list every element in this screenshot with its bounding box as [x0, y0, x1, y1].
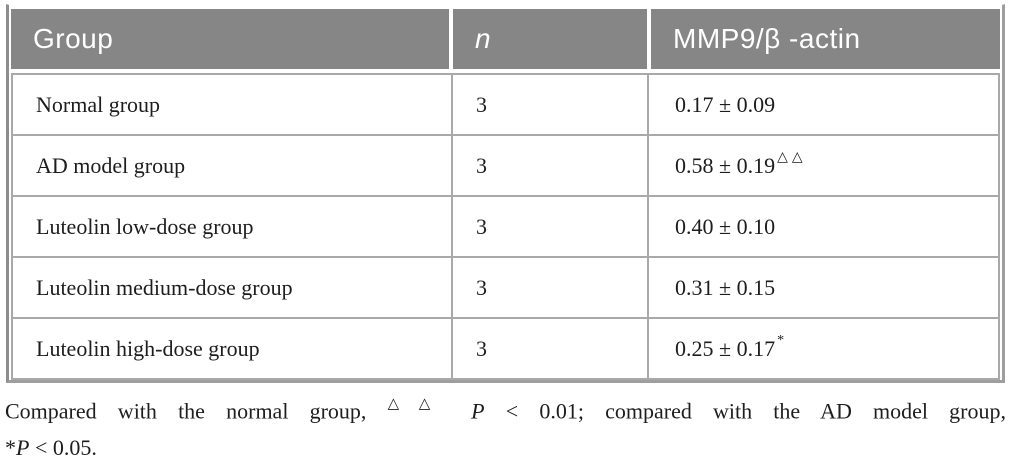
table-header-row: Group n MMP9/β -actin [11, 9, 1000, 69]
footnote-line-2: *P < 0.05. [5, 435, 97, 461]
cell-n: 3 [453, 75, 649, 134]
cell-n: 3 [453, 136, 649, 195]
cell-n: 3 [453, 197, 649, 256]
value-text: 0.31 ± 0.15 [675, 274, 776, 300]
cell-value: 0.25 ± 0.17 * [649, 319, 998, 378]
results-table: Group n MMP9/β -actin Normal group 3 0.1… [6, 4, 1005, 383]
significance-marker: △△ [777, 150, 807, 165]
table-row: Luteolin low-dose group 3 0.40 ± 0.10 [13, 197, 998, 258]
cell-n: 3 [453, 258, 649, 317]
table-footnote: Compared with the normal group, △△ P < 0… [5, 388, 1006, 465]
cell-group: Luteolin high-dose group [13, 319, 453, 378]
column-header-mmp9-actin: MMP9/β -actin [651, 9, 1000, 69]
cell-group: AD model group [13, 136, 453, 195]
cell-value: 0.17 ± 0.09 [649, 75, 998, 134]
value-text: 0.40 ± 0.10 [675, 213, 776, 239]
cell-group: Normal group [13, 75, 453, 134]
table-row: AD model group 3 0.58 ± 0.19 △△ [13, 136, 998, 197]
value-text: 0.17 ± 0.09 [675, 91, 776, 117]
significance-marker: * [777, 332, 789, 348]
cell-value: 0.31 ± 0.15 [649, 258, 998, 317]
footnote-line-1: Compared with the normal group, △△ P < 0… [5, 396, 1007, 424]
table-body: Normal group 3 0.17 ± 0.09 AD model grou… [11, 73, 1000, 380]
column-header-group: Group [11, 9, 449, 69]
value-text: 0.25 ± 0.17 [675, 335, 776, 361]
table-row: Luteolin medium-dose group 3 0.31 ± 0.15 [13, 258, 998, 319]
column-header-n: n [453, 9, 647, 69]
cell-group: Luteolin medium-dose group [13, 258, 453, 317]
cell-n: 3 [453, 319, 649, 378]
cell-group: Luteolin low-dose group [13, 197, 453, 256]
value-text: 0.58 ± 0.19 [675, 152, 776, 178]
cell-value: 0.58 ± 0.19 △△ [649, 136, 998, 195]
table-row: Luteolin high-dose group 3 0.25 ± 0.17 * [13, 319, 998, 378]
cell-value: 0.40 ± 0.10 [649, 197, 998, 256]
table-row: Normal group 3 0.17 ± 0.09 [13, 75, 998, 136]
